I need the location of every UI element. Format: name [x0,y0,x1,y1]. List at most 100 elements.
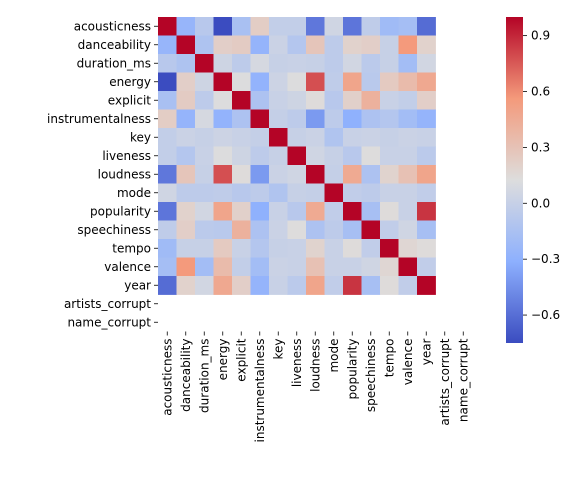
colorbar-tick-label: −0.3 [531,252,560,266]
heatmap-cell [306,54,325,73]
x-tick-labels: acousticness danceability duration_ms energ… [160,331,470,443]
heatmap-cell [343,220,362,240]
heatmap-cell [306,183,325,203]
x-tick-label: duration_ms [197,339,211,413]
x-tick-label: loudness [308,339,322,392]
heatmap-cell [250,220,270,240]
heatmap-cell [343,276,362,295]
y-tick-label: valence [104,260,151,274]
heatmap-cell [398,91,418,110]
heatmap-cell [324,183,344,203]
heatmap-cell [380,72,399,92]
heatmap-cells [158,17,436,295]
heatmap-cell [213,146,233,166]
y-tick-label: explicit [108,93,151,107]
heatmap-cell [417,239,436,258]
heatmap-cell [361,91,381,110]
heatmap-cell [361,54,381,73]
heatmap-cell [250,276,270,295]
heatmap-cell [176,183,196,203]
heatmap-cell [176,91,196,110]
heatmap-cell [269,276,288,295]
heatmap-cell [306,146,325,166]
heatmap-cell [398,239,418,258]
heatmap-cell [324,146,344,166]
heatmap-cell [269,220,288,240]
heatmap-cell [250,54,270,73]
heatmap-cell [269,257,288,277]
heatmap-cell [287,91,307,110]
heatmap-cell [287,276,307,295]
heatmap-cell [343,183,362,203]
heatmap-cell [343,91,362,110]
x-tick-label: key [271,339,285,360]
heatmap-cell [269,91,288,110]
heatmap-cell [269,72,288,92]
heatmap-cell [250,146,270,166]
heatmap-cell [213,128,233,147]
heatmap-cell [324,165,344,184]
heatmap-cell [324,220,344,240]
heatmap-cell [158,128,177,147]
heatmap-cell [361,146,381,166]
heatmap-cell [232,72,251,92]
heatmap-cell [176,54,196,73]
heatmap-cell [195,276,214,295]
heatmap-cell [158,276,177,295]
heatmap-cell [176,128,196,147]
heatmap-cell [380,165,399,184]
heatmap-cell [361,276,381,295]
heatmap-cell [250,91,270,110]
heatmap-cell [158,183,177,203]
heatmap-cell [176,17,196,36]
colorbar-tick-label: 0.3 [531,140,550,154]
heatmap-cell [287,72,307,92]
heatmap-cell [195,54,214,73]
heatmap-cell [195,183,214,203]
heatmap-cell [324,128,344,147]
heatmap-cell [250,35,270,55]
heatmap-cell [158,91,177,110]
heatmap-cell [324,35,344,55]
x-tick-label: valence [401,339,415,386]
heatmap-cell [324,202,344,221]
heatmap-cell [269,128,288,147]
heatmap-cell [417,17,436,36]
heatmap-cell [306,239,325,258]
heatmap-cell [213,17,233,36]
heatmap-cell [324,17,344,36]
heatmap-cell [287,146,307,166]
heatmap-cell [306,91,325,110]
heatmap-cell [380,202,399,221]
heatmap-cell [343,239,362,258]
x-tick-label: liveness [290,339,304,388]
heatmap-cell [250,239,270,258]
heatmap-cell [269,202,288,221]
heatmap-cell [158,257,177,277]
x-tick-label: danceability [179,339,193,412]
heatmap-cell [398,146,418,166]
heatmap-cell [195,128,214,147]
heatmap-cell [232,54,251,73]
heatmap-cell [324,54,344,73]
heatmap-cell [361,17,381,36]
heatmap-cell [343,128,362,147]
heatmap-cell [417,91,436,110]
x-tick-label: year [419,338,433,365]
y-tick-label: loudness [98,167,151,181]
heatmap-cell [343,54,362,73]
heatmap-cell [380,35,399,55]
heatmap-cell [287,17,307,36]
heatmap-cell [380,239,399,258]
heatmap-cell [195,146,214,166]
heatmap-cell [361,128,381,147]
x-tick-label: instrumentalness [253,339,267,443]
y-tick-label: speechiness [77,223,151,237]
heatmap-cell [398,183,418,203]
heatmap-cell [158,146,177,166]
heatmap-cell [324,109,344,129]
y-tick-label: danceability [78,38,151,52]
heatmap-cell [361,109,381,129]
heatmap-cell [417,183,436,203]
